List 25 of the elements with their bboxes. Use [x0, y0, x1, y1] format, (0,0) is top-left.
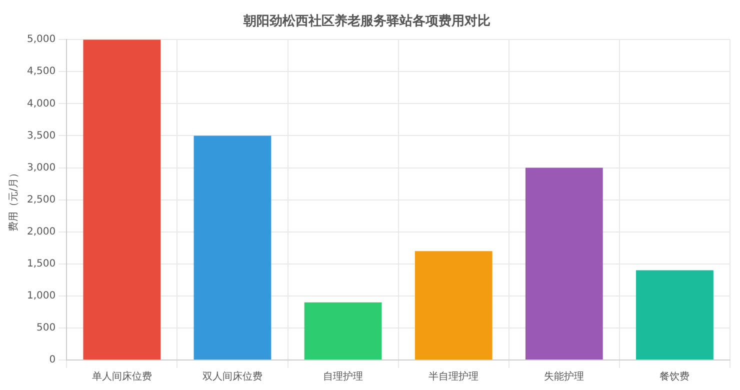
- x-tick-label: 自理护理: [323, 370, 364, 383]
- bar: [525, 168, 603, 360]
- x-tick-label: 失能护理: [544, 370, 584, 383]
- bar: [83, 40, 161, 360]
- y-tick-label: 4,500: [26, 66, 56, 78]
- chart-title: 朝阳劲松西社区养老服务驿站各项费用对比: [242, 13, 490, 30]
- y-tick-label: 3,500: [26, 130, 56, 142]
- y-tick-label: 5,000: [26, 34, 56, 46]
- y-tick-label: 4,000: [26, 98, 56, 110]
- y-tick-label: 1,500: [26, 258, 56, 270]
- y-tick-label: 0: [49, 354, 56, 366]
- bar: [636, 270, 714, 360]
- y-tick-label: 2,000: [26, 226, 56, 238]
- y-tick-label: 3,000: [26, 162, 56, 174]
- x-tick-label: 半自理护理: [428, 370, 479, 383]
- bar: [304, 302, 382, 360]
- bar: [414, 251, 492, 360]
- bar: [194, 136, 272, 360]
- y-tick-label: 500: [36, 322, 56, 334]
- y-axis-title: 费用（元/月）: [8, 168, 20, 232]
- x-tick-label: 餐饮费: [660, 370, 690, 383]
- y-tick-label: 2,500: [26, 194, 56, 206]
- x-tick-label: 双人间床位费: [202, 370, 262, 383]
- y-tick-label: 1,000: [26, 290, 56, 302]
- x-tick-label: 单人间床位费: [92, 370, 152, 383]
